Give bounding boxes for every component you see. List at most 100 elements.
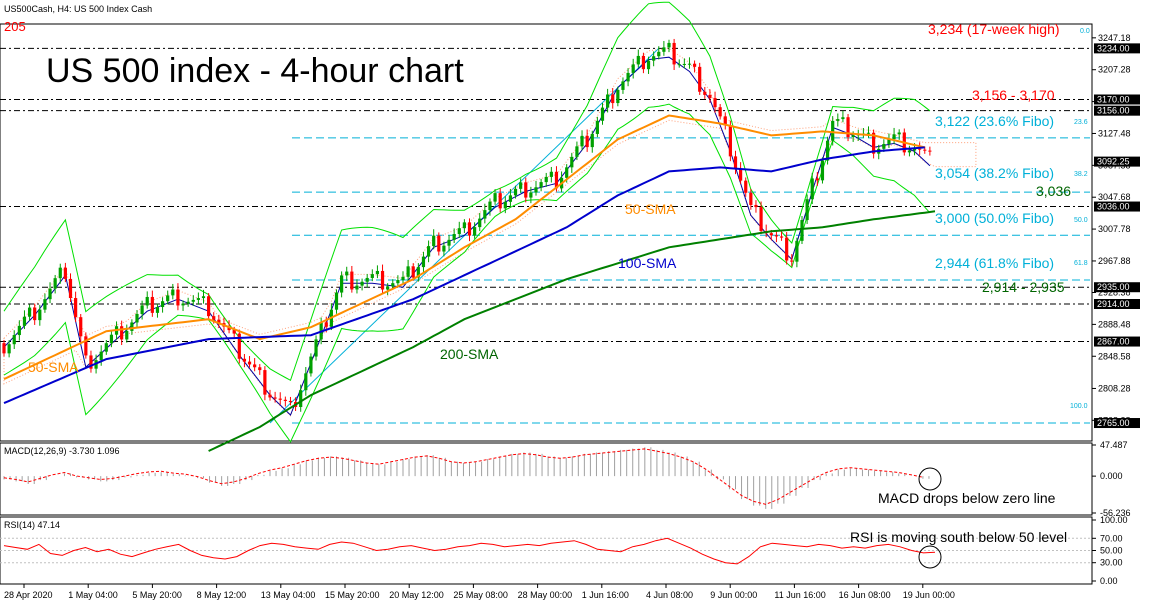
sma100-line: [3, 146, 925, 405]
candle-body: [340, 275, 344, 293]
candle-body: [646, 60, 651, 70]
candle-body: [923, 149, 927, 151]
price-tick-label: 2848.58: [1098, 351, 1131, 361]
candles: [2, 38, 932, 412]
candle-body: [155, 307, 160, 313]
candle-body: [68, 278, 73, 299]
time-tick-label: 28 Apr 2020: [4, 590, 53, 600]
candle-body: [928, 150, 932, 152]
candle-body: [365, 277, 369, 282]
candle-body: [38, 309, 42, 321]
fib-label-382: 38.2: [1074, 171, 1088, 178]
candle-body: [892, 134, 896, 140]
candle-body: [652, 56, 656, 61]
candle-body: [708, 94, 712, 99]
candle-body: [396, 280, 400, 284]
time-tick-label: 28 May 00:00: [518, 590, 573, 600]
sma200-line: [208, 210, 936, 452]
candle-body: [744, 180, 748, 193]
candle-body: [386, 286, 390, 290]
candle-body: [800, 220, 804, 241]
candle-body: [99, 351, 103, 361]
annotation-fib618: 2,944 (61.8% Fibo): [935, 255, 1054, 271]
price-axis: 3247.183207.283167.383127.483087.583047.…: [1092, 33, 1140, 429]
candle-body: [27, 307, 32, 317]
candle-body: [590, 133, 594, 148]
candle-body: [242, 358, 247, 362]
candle-body: [375, 270, 380, 275]
candle-body: [232, 330, 236, 334]
time-tick-label: 11 Jun 16:00: [774, 590, 825, 600]
candle-body: [120, 326, 124, 340]
time-tick-label: 19 Jun 00:00: [903, 590, 955, 600]
rsi-highlight-circle: [918, 545, 942, 569]
upper-band: [3, 1, 931, 382]
candle-body: [380, 270, 385, 290]
candle-body: [2, 343, 6, 354]
candle-body: [912, 148, 917, 151]
level-lines: [0, 47, 1090, 424]
time-tick-label: 15 May 20:00: [325, 590, 380, 600]
candle-body: [263, 370, 267, 395]
candle-body: [432, 235, 436, 247]
candle-body: [442, 245, 446, 252]
candle-body: [33, 307, 37, 321]
candle-body: [253, 364, 257, 368]
rsi-series: [3, 537, 936, 565]
price-box-label: 3156.00: [1097, 106, 1130, 116]
candle-body: [411, 266, 415, 278]
price-box: [1094, 418, 1140, 429]
fib-label-236: 23.6: [1074, 119, 1088, 126]
price-box: [1094, 336, 1140, 347]
ichimoku-cloud: [3, 47, 977, 417]
candle-body: [503, 201, 507, 209]
rsi-tick-label: 50.00: [1100, 546, 1123, 556]
candle-body: [278, 398, 282, 400]
symbol-info: US500Cash, H4: US 500 Index Cash: [4, 4, 152, 14]
fib-label-618: 61.8: [1074, 260, 1088, 267]
candle-body: [437, 235, 441, 252]
candle-body: [268, 394, 272, 398]
candle-body: [191, 299, 195, 302]
price-box: [1094, 94, 1140, 105]
candle-body: [309, 356, 313, 374]
candle-body: [355, 285, 359, 290]
candle-body: [519, 182, 523, 189]
candle-body: [217, 319, 221, 324]
macd-tick-label: 0.000: [1100, 471, 1123, 481]
rsi-tick-label: 30.00: [1100, 558, 1123, 568]
candle-body: [882, 143, 886, 149]
time-axis: 28 Apr 2020 1 May 04:00 5 May 20:00 8 May 1…: [4, 584, 955, 600]
candle-body: [288, 400, 293, 403]
candle-body: [513, 188, 518, 196]
candle-body: [565, 167, 569, 178]
candle-body: [79, 317, 83, 337]
annotation-fib500: 3,000 (50.0% Fibo): [935, 210, 1054, 226]
annotation-high: 3,234 (17-week high): [928, 21, 1060, 37]
kijun-line: [3, 56, 931, 416]
candle-body: [774, 235, 779, 237]
candle-body: [733, 156, 738, 169]
sma50-line: [3, 114, 926, 381]
candle-body: [570, 156, 574, 168]
price-tick-label: 2928.38: [1098, 288, 1131, 298]
macd-label: MACD(12,26,9) -3.730 1.096: [4, 446, 120, 456]
candle-body: [836, 119, 840, 121]
candle-body: [636, 55, 640, 65]
candle-body: [140, 305, 144, 314]
candle-body: [529, 192, 533, 198]
price-tick-label: 2808.28: [1098, 383, 1131, 393]
price-box-label: 2935.00: [1097, 282, 1130, 292]
label-sma100: 100-SMA: [618, 255, 677, 271]
candle-body: [534, 187, 538, 193]
candle-body: [728, 125, 732, 157]
candle-body: [616, 89, 620, 104]
candle-body: [805, 199, 809, 221]
candle-body: [897, 132, 901, 135]
candle-body: [391, 283, 395, 287]
rsi-tick-label: 70.00: [1100, 533, 1123, 543]
candle-body: [575, 146, 579, 157]
candle-body: [524, 182, 528, 198]
price-tick-label: 2888.48: [1098, 319, 1131, 329]
time-tick-label: 16 Jun 08:00: [839, 590, 891, 600]
